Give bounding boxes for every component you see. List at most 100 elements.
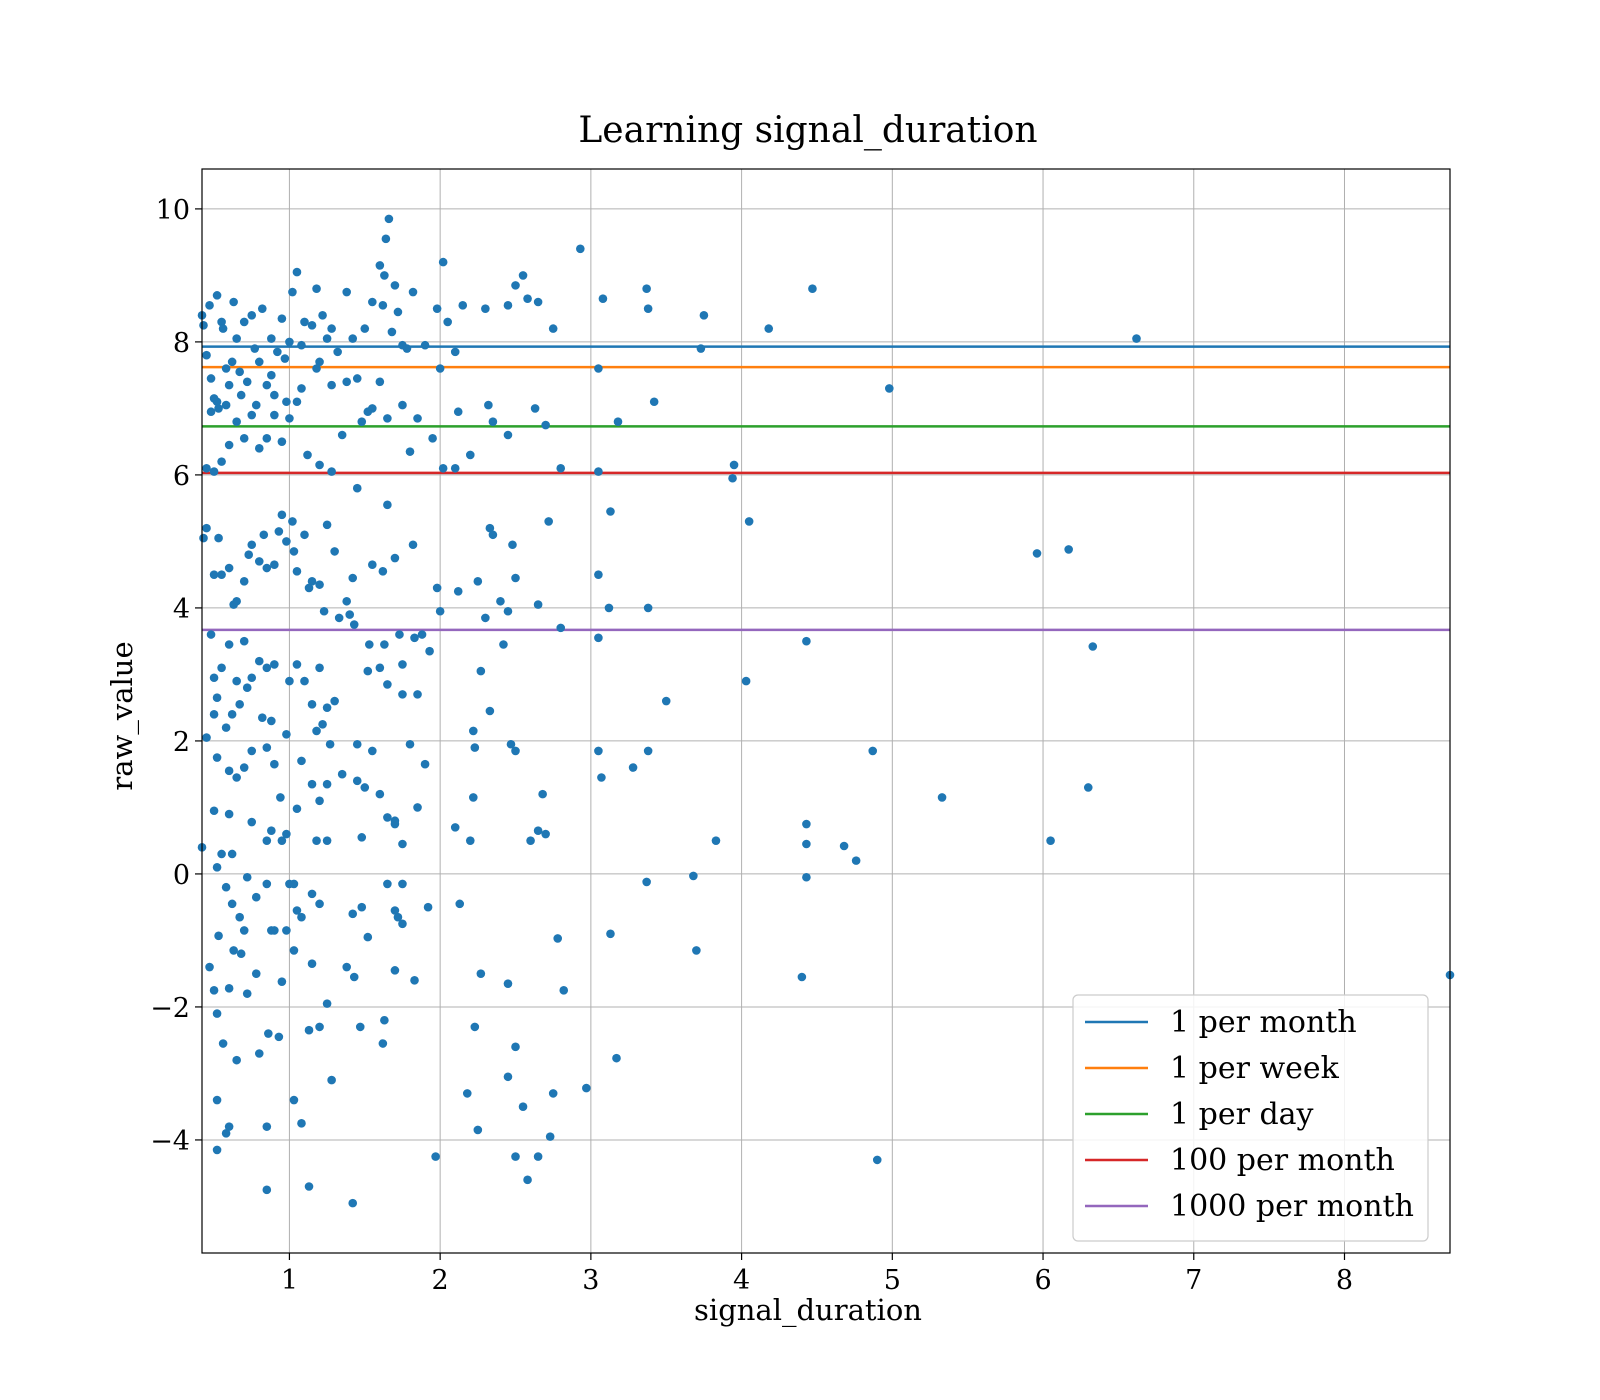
data-point [327,467,336,476]
data-point [530,404,540,413]
data-point [264,1029,273,1038]
data-point [488,417,498,427]
data-point [642,284,651,294]
data-point [349,972,359,982]
data-point [802,872,811,882]
data-point [251,400,261,410]
data-point [390,553,400,563]
data-point [368,297,377,307]
data-point [214,404,223,413]
data-point [503,301,513,310]
data-point [224,809,234,819]
data-point [312,364,321,373]
data-point [209,570,219,579]
data-point [533,297,543,307]
data-point [285,337,294,347]
data-point [508,540,517,550]
data-point [227,849,237,859]
data-point [282,729,291,739]
data-point [393,912,403,922]
data-point [398,690,407,699]
data-point [348,1198,358,1208]
legend-label: 1 per month [1170,1005,1357,1040]
data-point [381,234,391,244]
data-point [312,836,321,845]
data-point [380,271,389,280]
data-point [643,304,653,313]
data-point [363,407,373,417]
data-point [398,660,407,669]
data-point [289,547,299,556]
data-point [202,733,211,742]
data-point [741,676,751,686]
data-point [318,720,327,729]
data-point [428,434,437,443]
data-point [413,414,422,423]
data-point [408,287,418,297]
data-point [383,680,392,689]
data-point [206,374,216,383]
data-point [292,804,302,814]
data-point [262,563,272,573]
data-point [606,507,615,516]
data-point [390,966,400,975]
data-point [282,537,291,546]
data-point [224,563,234,573]
data-point [262,663,272,673]
data-point [330,696,339,706]
data-point [545,1132,555,1141]
y-tick-label: 4 [173,594,190,625]
data-point [453,407,463,417]
data-point [342,377,351,387]
data-point [229,946,238,955]
data-point [232,334,241,343]
data-point [764,324,774,333]
data-point [1132,334,1141,343]
data-point [214,533,223,543]
data-point [289,946,299,955]
data-point [1083,783,1093,792]
data-point [217,570,226,579]
data-point [257,304,267,313]
data-point [435,606,445,616]
data-point [212,291,222,300]
data-point [202,463,211,473]
data-point [398,879,407,889]
data-point [300,530,309,540]
data-point [348,334,358,343]
data-point [330,547,339,556]
data-point [661,696,671,706]
data-point [242,872,252,882]
data-point [322,779,332,789]
y-tick-label: 2 [173,727,190,758]
plot-frame [201,168,1451,1254]
data-point [300,676,309,686]
data-point [402,344,412,353]
data-point [232,773,241,782]
data-point [212,1145,222,1155]
data-point [559,986,569,995]
data-point [469,726,478,736]
data-point [405,739,415,749]
data-point [267,334,276,343]
data-point [229,297,238,307]
data-point [469,793,478,802]
x-tick-label: 1 [281,1265,298,1296]
data-point [277,437,287,446]
data-point [277,836,287,845]
data-point [227,357,237,367]
data-point [1088,642,1098,651]
data-point [327,324,336,333]
data-point [729,460,739,470]
data-point [235,700,244,709]
data-point [518,1102,528,1111]
data-point [282,829,291,839]
legend-label: 1 per day [1170,1097,1314,1132]
y-tick-label: −2 [150,993,190,1024]
data-point [227,710,237,719]
data-point [450,823,460,832]
data-point [342,962,351,972]
data-point [277,314,287,323]
axis-ticks: 1 2 3 4 5 6 7 8 −4 −2 0 2 4 6 8 10 [150,195,1353,1296]
data-point [212,1095,222,1105]
